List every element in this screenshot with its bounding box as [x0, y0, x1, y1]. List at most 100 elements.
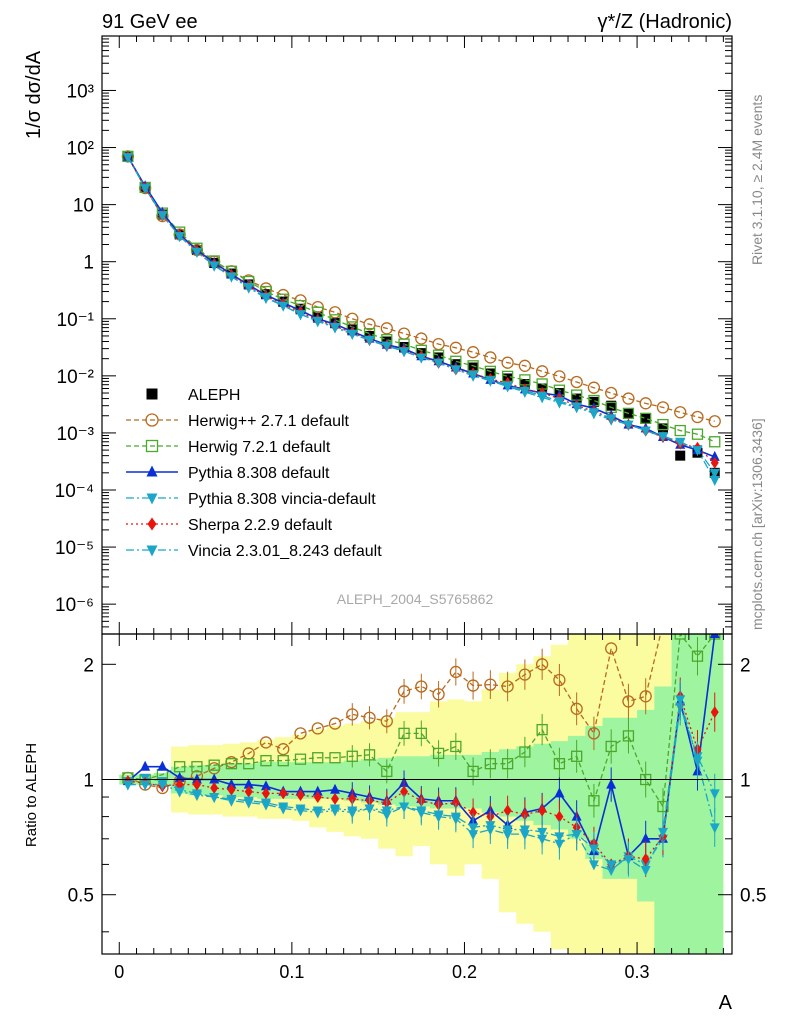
data-point	[466, 346, 480, 359]
data-point	[485, 376, 496, 387]
data-point	[657, 432, 668, 443]
data-point	[312, 752, 324, 764]
data-point	[399, 802, 410, 813]
data-point	[570, 375, 583, 389]
series-herwig7-ratio	[122, 634, 721, 825]
data-point	[279, 787, 288, 800]
data-point	[381, 806, 392, 817]
data-point	[312, 806, 323, 817]
data-point	[244, 785, 253, 798]
data-point	[641, 852, 650, 865]
data-point	[623, 854, 634, 865]
data-point	[484, 758, 497, 770]
data-point	[260, 293, 271, 304]
data-point	[468, 370, 479, 381]
data-point	[450, 740, 462, 753]
series-line	[127, 706, 716, 871]
legend-marker	[146, 545, 158, 557]
data-point	[484, 678, 497, 691]
legend-label: Pythia 8.308 default	[188, 465, 330, 482]
legend-item-ALEPH: ALEPH	[146, 387, 240, 404]
data-point	[622, 730, 635, 742]
data-point	[535, 658, 549, 671]
legend-item-pythia: Pythia 8.308 default	[126, 465, 330, 482]
data-point	[331, 792, 340, 805]
ratio-y-tick-label-right: 0.5	[740, 886, 766, 907]
data-point	[277, 755, 289, 767]
header-left: 91 GeV ee	[102, 11, 198, 33]
data-point	[328, 717, 342, 730]
data-point	[416, 806, 427, 817]
data-point	[555, 810, 564, 823]
ratio-ylabel: Ratio to ALEPH	[23, 743, 40, 847]
ratio-frame	[101, 633, 733, 955]
data-point	[622, 392, 635, 405]
data-point	[588, 844, 599, 855]
legend: ALEPH Herwig++ 2.7.1 default Herwig 7.2.1 …	[126, 387, 382, 560]
data-point	[243, 283, 254, 294]
x-axis-label: A	[719, 992, 733, 1014]
data-point	[399, 347, 410, 358]
data-point	[278, 802, 289, 813]
data-point	[209, 261, 220, 272]
data-point	[692, 603, 703, 614]
y-tick-label: 10	[73, 196, 94, 217]
data-point	[295, 310, 306, 321]
data-point	[192, 778, 201, 791]
data-point	[692, 446, 703, 457]
data-point	[605, 740, 617, 753]
ratio-y-tick-label: 2	[83, 655, 94, 676]
series-line	[127, 699, 716, 872]
data-point	[606, 414, 617, 425]
data-point	[588, 408, 599, 419]
data-point	[675, 695, 686, 706]
data-point	[380, 715, 393, 728]
data-point	[501, 356, 514, 369]
legend-marker	[145, 413, 159, 427]
data-point	[328, 306, 342, 319]
data-point	[364, 804, 375, 815]
data-point	[347, 329, 358, 340]
data-point	[467, 765, 479, 778]
data-point	[588, 795, 600, 807]
data-point	[157, 760, 168, 771]
data-point	[674, 406, 687, 419]
data-point	[346, 750, 358, 762]
data-point	[381, 341, 392, 352]
x-tick-label: 0	[114, 962, 124, 982]
data-point	[397, 327, 411, 340]
data-point	[657, 418, 669, 431]
data-point	[312, 316, 323, 327]
data-point	[226, 794, 237, 805]
data-point	[537, 391, 548, 402]
data-point	[709, 475, 720, 486]
data-point	[657, 800, 669, 813]
data-point	[294, 727, 307, 740]
y-tick-label: 10⁻³	[57, 424, 95, 445]
data-point	[692, 756, 703, 767]
data-point	[657, 827, 668, 838]
data-point	[433, 810, 444, 821]
x-tick-label: 0.2	[452, 962, 477, 982]
data-point	[553, 758, 566, 770]
data-point	[296, 789, 305, 802]
data-point	[536, 723, 548, 736]
data-point	[450, 812, 461, 823]
data-point	[260, 798, 271, 809]
data-point	[708, 415, 721, 428]
data-point	[639, 397, 652, 410]
data-point	[710, 456, 719, 469]
data-point	[209, 773, 220, 784]
data-point	[675, 450, 686, 461]
data-point	[709, 789, 720, 800]
data-point	[243, 796, 254, 807]
data-point	[346, 312, 359, 325]
data-point	[191, 247, 202, 258]
data-point	[348, 792, 357, 805]
y-tick-label: 10⁻⁴	[55, 481, 94, 502]
legend-label: Herwig 7.2.1 default	[188, 439, 331, 456]
legend-label: Pythia 8.308 vincia-default	[188, 491, 376, 508]
series-herwigpp-ratio	[121, 603, 703, 795]
data-point	[469, 806, 478, 819]
data-point	[571, 750, 583, 762]
